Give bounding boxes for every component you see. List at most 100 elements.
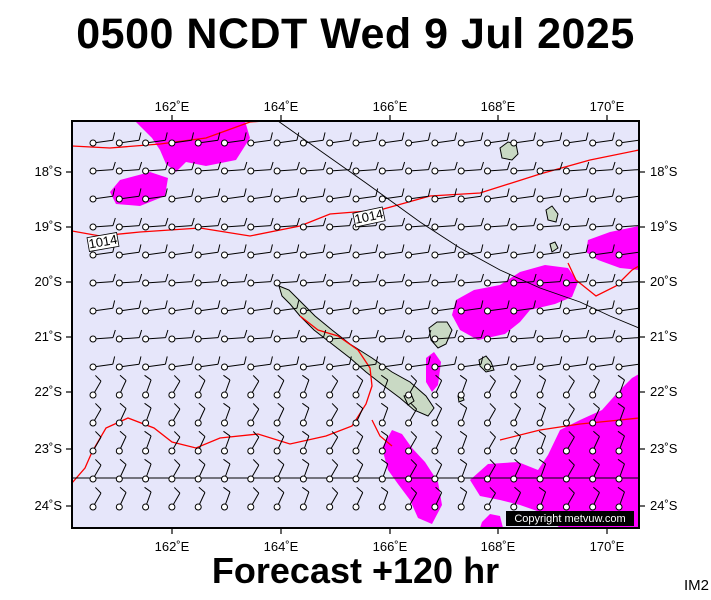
wind-barb-feather (191, 329, 195, 338)
wind-station-circle (247, 279, 255, 287)
wind-barb-feather (296, 161, 300, 170)
wind-station-circle (536, 363, 544, 371)
lat-label-left: 23˚S (35, 441, 63, 456)
wind-station-circle (510, 251, 518, 259)
wind-barb-feather (119, 374, 127, 381)
wind-barb-feather (217, 244, 221, 253)
wind-station-circle (142, 251, 150, 259)
wind-station-circle (536, 447, 544, 455)
wind-station-circle (115, 195, 123, 203)
wind-barb-feather (138, 273, 143, 282)
wind-barb-feather (296, 273, 300, 282)
wind-station-circle (431, 475, 439, 483)
wind-barb-feather (538, 486, 546, 493)
wind-station-circle (431, 223, 439, 231)
wind-barb-feather (428, 161, 432, 170)
wind-barb-feather (302, 486, 310, 493)
wind-station-circle (510, 503, 518, 511)
wind-station-circle (194, 195, 202, 203)
wind-station-circle (326, 139, 334, 147)
map-title: 0500 NCDT Wed 9 Jul 2025 (76, 10, 635, 58)
wind-barb-feather (480, 217, 485, 226)
wind-station-circle (326, 195, 334, 203)
wind-station-circle (589, 307, 597, 315)
wind-station-circle (115, 419, 123, 427)
wind-barb-feather (435, 430, 442, 437)
wind-barb-feather (252, 431, 260, 438)
wind-station-circle (431, 307, 439, 315)
wind-barb-feather (173, 459, 181, 466)
wind-barb-feather (506, 244, 510, 253)
wind-station-circle (273, 279, 281, 287)
wind-barb-feather (243, 188, 247, 197)
wind-station-circle (247, 167, 255, 175)
lat-label-left: 19˚S (35, 219, 63, 234)
wind-barb-feather (459, 458, 467, 465)
wind-station-circle (247, 223, 255, 231)
wind-station-circle (615, 391, 623, 399)
wind-station-circle (273, 503, 281, 511)
wind-station-circle (405, 223, 413, 231)
wind-station-circle (299, 419, 307, 427)
wind-station-circle (536, 419, 544, 427)
wind-barb-feather (112, 300, 116, 309)
wind-station-circle (142, 391, 150, 399)
lat-label-left: 18˚S (35, 164, 63, 179)
wind-station-circle (510, 363, 518, 371)
wind-barb-feather (138, 188, 142, 197)
wind-station-circle (378, 391, 386, 399)
wind-station-circle (378, 167, 386, 175)
wind-barb-feather (585, 300, 589, 309)
wind-station-circle (273, 251, 281, 259)
wind-station-circle (142, 195, 150, 203)
lat-label-right: 24˚S (650, 498, 678, 513)
wind-barb-feather (612, 217, 616, 226)
wind-barb-feather (593, 486, 600, 493)
wind-barb-feather (243, 244, 247, 253)
wind-station-circle (589, 419, 597, 427)
wind-barb-feather (538, 458, 546, 465)
wind-station-circle (142, 223, 150, 231)
wind-station-circle (457, 335, 465, 343)
wind-station-circle (457, 475, 465, 483)
wind-barb-feather (506, 273, 511, 282)
wind-barb-feather (480, 244, 484, 253)
wind-barb-feather (617, 430, 625, 437)
wind-barb-feather (356, 430, 364, 437)
wind-barb-feather (356, 486, 364, 493)
wind-barb-feather (435, 486, 442, 493)
wind-station-circle (89, 419, 97, 427)
wind-station-circle (589, 391, 597, 399)
wind-station-circle (484, 279, 491, 287)
wind-station-circle (615, 195, 623, 203)
wind-station-circle (589, 503, 597, 511)
wind-station-circle (89, 391, 97, 399)
wind-station-circle (115, 251, 123, 259)
wind-barb-feather (489, 375, 496, 382)
wind-station-circle (273, 391, 281, 399)
wind-station-circle (510, 419, 518, 427)
wind-station-circle (326, 167, 334, 175)
wind-barb-feather (144, 374, 152, 381)
wind-station-circle (89, 335, 97, 343)
wind-station-circle (378, 307, 386, 315)
wind-station-circle (352, 475, 360, 483)
wind-barb-feather (223, 402, 231, 409)
wind-station-circle (484, 139, 491, 147)
wind-barb-feather (173, 431, 181, 438)
wind-barb-feather (559, 329, 563, 338)
wind-barb-feather (191, 188, 195, 197)
wind-station-circle (589, 195, 597, 203)
wind-barb-feather (191, 132, 195, 141)
wind-station-circle (562, 391, 570, 399)
wind-station-circle (405, 167, 413, 175)
wind-barb-feather (277, 458, 285, 465)
wind-station-circle (273, 223, 281, 231)
wind-barb-feather (296, 132, 300, 141)
wind-barb-feather (191, 244, 195, 253)
wind-station-circle (299, 447, 307, 455)
wind-station-circle (221, 475, 228, 483)
wind-station-circle (352, 447, 360, 455)
wind-station-circle (142, 335, 150, 343)
isobar-label-1014-left: 1014 (86, 232, 120, 252)
